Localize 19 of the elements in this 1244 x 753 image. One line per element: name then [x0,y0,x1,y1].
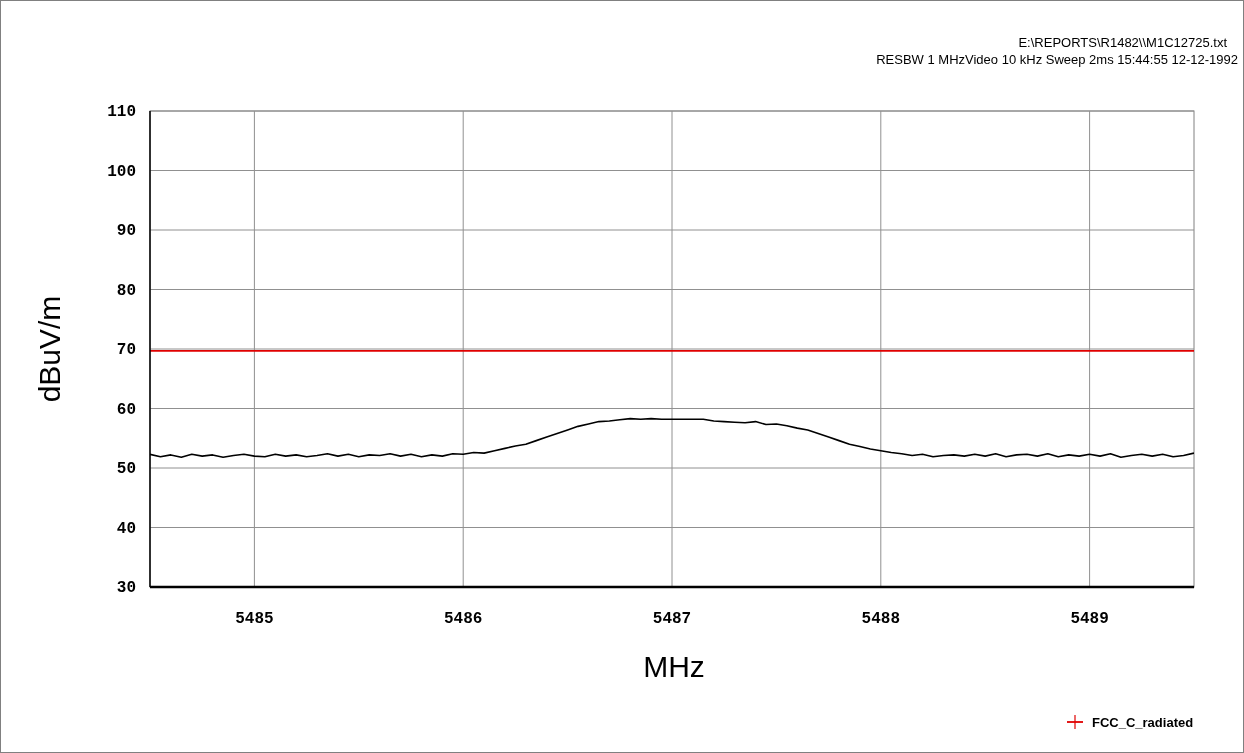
y-tick-label: 60 [116,400,136,419]
y-tick-label: 90 [116,222,136,240]
y-axis-title: dBuV/m [33,295,66,403]
x-tick-label: 5485 [235,610,274,628]
chart-subtitle: RESBW 1 MHzVideo 10 kHz Sweep 2ms 15:44:55 12-12-1992 [876,52,1238,67]
chart-title: E:\REPORTS\R1482\\M1C12725.txt [1018,35,1228,50]
x-tick-label: 5487 [652,610,692,628]
y-tick-label: 100 [107,162,136,181]
x-axis-title: MHz [643,650,705,683]
y-tick-label: 50 [116,460,136,478]
x-tick-label: 5486 [444,610,483,628]
y-tick-label: 70 [116,341,136,359]
y-tick-label: 30 [116,579,136,597]
x-tick-label: 5488 [861,610,900,628]
y-tick-label: 110 [107,103,136,121]
legend-label: FCC_C_radiated [1092,715,1194,730]
x-tick-label: 5489 [1070,610,1109,628]
y-tick-label: 80 [116,281,136,300]
y-tick-label: 40 [116,519,136,538]
